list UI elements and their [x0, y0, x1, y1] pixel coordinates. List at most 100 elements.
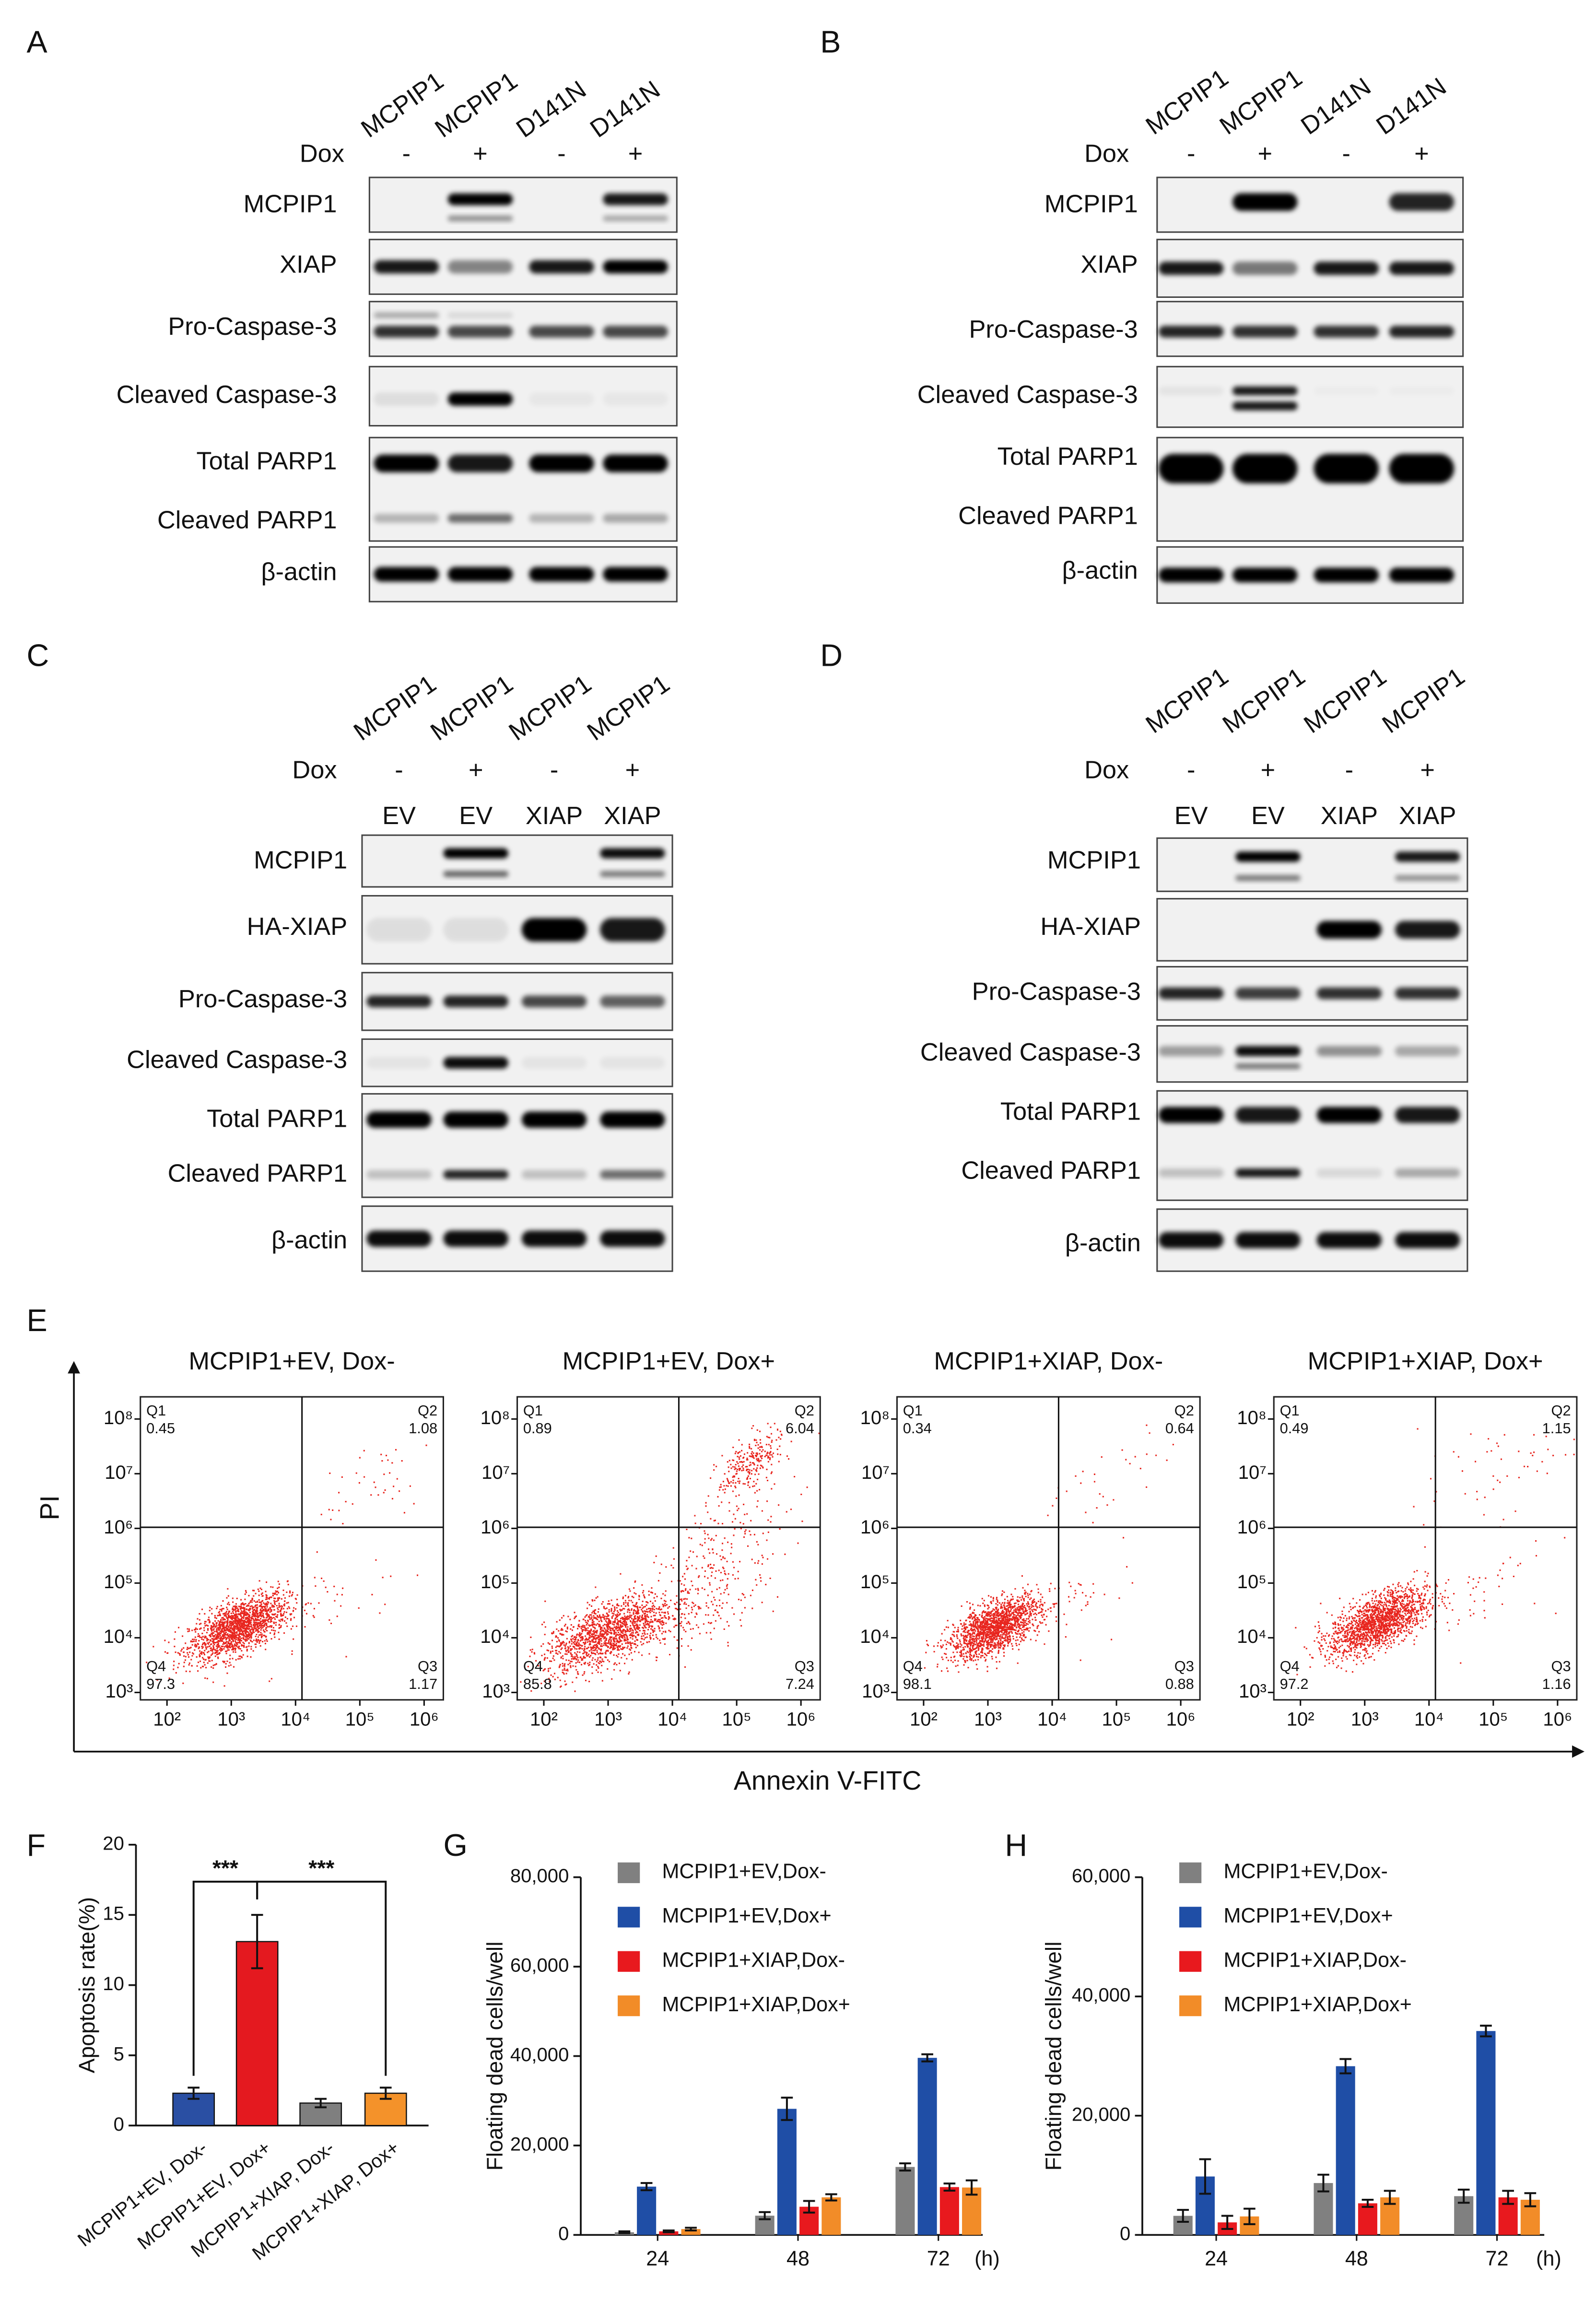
significance-label: ***: [212, 1855, 238, 1880]
blot-band: [1235, 1168, 1301, 1178]
blot-band: [1395, 1107, 1460, 1123]
panel-label: B: [820, 24, 841, 59]
vector-label: EV: [1174, 802, 1208, 830]
lane-name: MCPIP1: [1141, 64, 1233, 140]
quadrant-name: Q4: [146, 1658, 166, 1675]
row-label: β-actin: [271, 1226, 347, 1254]
y-tick-label: 10³: [105, 1681, 133, 1702]
row-label: Cleaved PARP1: [157, 507, 337, 534]
panel-label: E: [26, 1303, 47, 1338]
blot-band: [1395, 851, 1460, 862]
blot-band: [447, 514, 513, 523]
panel-label: A: [26, 24, 47, 59]
blot-band: [1235, 1232, 1301, 1249]
blot-band: [366, 918, 432, 942]
dox-sign: -: [402, 140, 411, 168]
bar: [1358, 2203, 1377, 2235]
quadrant-value: 85.8: [523, 1675, 552, 1692]
x-tick-label: 10⁴: [1037, 1709, 1067, 1730]
lane-name: MCPIP1: [426, 670, 518, 746]
blot-band: [1395, 987, 1460, 1000]
x-tick-label: 10²: [1287, 1709, 1314, 1730]
quadrant-value: 0.49: [1280, 1420, 1309, 1437]
lane-name: D141N: [585, 76, 665, 143]
blot-band: [443, 1111, 509, 1128]
vector-label: EV: [459, 802, 493, 830]
vector-label: XIAP: [604, 802, 661, 830]
blot-band: [521, 995, 587, 1008]
bar: [1476, 2031, 1496, 2235]
y-tick-label: 10⁸: [860, 1407, 890, 1428]
blot-band: [1395, 1168, 1460, 1178]
y-tick-label: 10⁵: [860, 1571, 890, 1592]
row-label: MCPIP1: [1047, 846, 1141, 874]
y-tick-label: 20,000: [1072, 2104, 1131, 2125]
row-label: Cleaved PARP1: [961, 1157, 1141, 1185]
blot-band: [1232, 454, 1298, 484]
blot-band: [1316, 1168, 1382, 1178]
x-tick-label: 10⁶: [1543, 1709, 1572, 1730]
y-tick-label: 10⁴: [104, 1626, 133, 1647]
legend-label: MCPIP1+XIAP,Dox-: [1223, 1949, 1407, 1972]
blot-band: [603, 392, 668, 406]
y-tick-label: 60,000: [1072, 1865, 1131, 1887]
x-tick-label: 10⁵: [722, 1709, 751, 1730]
y-tick-label: 10⁸: [481, 1407, 510, 1428]
blot-band: [1235, 1107, 1301, 1123]
x-tick-label: 10⁵: [1479, 1709, 1508, 1730]
x-tick-label: 10⁶: [1166, 1709, 1196, 1730]
y-tick-label: 80,000: [510, 1865, 569, 1887]
row-label: Total PARP1: [1000, 1097, 1141, 1125]
blot-band: [1235, 987, 1301, 1000]
x-tick-label: 10³: [974, 1709, 1002, 1730]
blot-band: [1395, 920, 1460, 939]
blot-band: [1158, 567, 1224, 583]
legend-swatch: [1179, 1907, 1202, 1928]
x-tick-label: 48: [1345, 2247, 1368, 2270]
row-label: β-actin: [1065, 1229, 1141, 1257]
quadrant-name: Q2: [1174, 1402, 1194, 1419]
dox-sign: -: [1342, 140, 1350, 168]
row-label: MCPIP1: [244, 190, 337, 218]
panel-label: C: [26, 637, 49, 672]
quadrant-name: Q1: [146, 1402, 166, 1419]
dox-sign: -: [1345, 756, 1353, 784]
y-tick-label: 10⁴: [1237, 1626, 1267, 1647]
quadrant-name: Q3: [1551, 1658, 1571, 1675]
row-label: Total PARP1: [998, 443, 1138, 471]
dox-sign: +: [1414, 140, 1429, 168]
blot-band: [1314, 261, 1379, 275]
row-label: Total PARP1: [207, 1105, 347, 1133]
significance-bracket: [256, 1880, 387, 2076]
row-label: Cleaved Caspase-3: [917, 381, 1138, 409]
blot-band: [374, 454, 439, 472]
lane-name: MCPIP1: [504, 670, 597, 746]
legend-swatch: [1179, 1862, 1202, 1883]
y-tick-label: 20,000: [510, 2134, 569, 2155]
row-label: MCPIP1: [254, 846, 347, 874]
x-tick-label: 10³: [217, 1709, 245, 1730]
blot-band: [1314, 454, 1379, 484]
blot-band: [447, 566, 513, 582]
quadrant-value: 97.2: [1280, 1675, 1309, 1692]
blot-band: [443, 1057, 509, 1069]
row-label: β-actin: [261, 558, 337, 586]
dox-sign: -: [550, 756, 558, 784]
lane-name: D141N: [511, 76, 591, 143]
blot-band: [521, 1230, 587, 1247]
blot-band: [529, 566, 594, 582]
plot-frame: [516, 1396, 821, 1701]
blot-panel: [361, 1093, 673, 1198]
row-label: Pro-Caspase-3: [178, 985, 347, 1013]
blot-band: [366, 1170, 432, 1179]
x-tick-label: 10⁴: [657, 1709, 687, 1730]
row-label: Cleaved Caspase-3: [127, 1046, 347, 1073]
blot-band: [366, 1230, 432, 1247]
quadrant-name: Q4: [1280, 1658, 1300, 1675]
blot-band: [600, 848, 665, 859]
quadrant-value: 0.89: [523, 1420, 552, 1437]
blot-band: [1389, 567, 1455, 583]
blot-band: [374, 566, 439, 582]
blot-band: [1314, 326, 1379, 338]
event-dots: [520, 1423, 820, 1692]
